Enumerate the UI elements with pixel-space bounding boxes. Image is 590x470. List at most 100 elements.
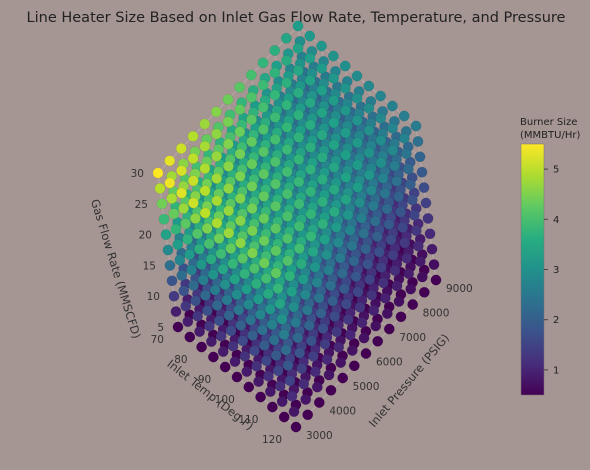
data-point xyxy=(405,283,417,295)
data-point xyxy=(304,52,316,64)
colorbar-tick-label: 5 xyxy=(553,165,559,176)
data-point xyxy=(257,79,269,91)
z-tick-label: 5 xyxy=(157,322,164,334)
data-point xyxy=(284,375,296,387)
data-point xyxy=(276,313,288,325)
data-point xyxy=(270,200,281,212)
data-point xyxy=(365,184,377,196)
data-point xyxy=(187,153,199,164)
data-point xyxy=(175,143,187,154)
data-point xyxy=(331,326,343,338)
data-point xyxy=(280,32,292,44)
data-point xyxy=(258,235,270,247)
data-point xyxy=(328,161,340,173)
data-point xyxy=(281,144,293,155)
data-point xyxy=(274,380,286,392)
data-point xyxy=(328,206,340,218)
data-point xyxy=(352,181,364,193)
data-point xyxy=(154,182,166,194)
data-point xyxy=(404,178,416,190)
data-point xyxy=(381,308,393,319)
data-point xyxy=(327,50,339,62)
data-point xyxy=(309,366,321,378)
data-point xyxy=(272,282,284,294)
data-point xyxy=(187,130,199,142)
data-point xyxy=(241,366,253,377)
data-point xyxy=(178,202,190,214)
data-point xyxy=(176,269,188,281)
data-point xyxy=(235,215,246,227)
data-point xyxy=(199,163,211,174)
data-point xyxy=(293,220,305,232)
data-point xyxy=(180,218,192,230)
data-point xyxy=(231,289,243,300)
data-point xyxy=(281,77,292,89)
data-point xyxy=(195,259,207,270)
data-point xyxy=(375,90,386,102)
data-point xyxy=(199,118,211,130)
data-point xyxy=(223,205,235,217)
data-point xyxy=(335,357,347,368)
data-point xyxy=(366,289,378,301)
data-point xyxy=(337,372,349,384)
data-point xyxy=(246,91,257,103)
data-point xyxy=(264,303,276,315)
data-point xyxy=(397,222,409,233)
data-point xyxy=(407,299,419,310)
data-point xyxy=(211,173,223,184)
data-point xyxy=(344,224,356,236)
data-point xyxy=(292,332,304,344)
data-point xyxy=(391,280,403,292)
data-point xyxy=(201,305,213,317)
data-point xyxy=(282,359,294,371)
data-point xyxy=(166,192,178,204)
data-point xyxy=(393,191,405,203)
data-point xyxy=(257,124,269,135)
data-point xyxy=(363,102,375,114)
data-point xyxy=(229,273,241,285)
data-point xyxy=(258,213,270,224)
data-point xyxy=(269,156,281,168)
data-point xyxy=(164,259,176,271)
data-point xyxy=(166,275,178,287)
colorbar-title-line1: Burner Size xyxy=(520,117,577,128)
data-point xyxy=(225,242,237,254)
data-point xyxy=(311,276,323,288)
data-point xyxy=(262,288,274,300)
data-point xyxy=(269,67,281,79)
data-point xyxy=(223,183,234,194)
data-point xyxy=(266,401,278,413)
data-point xyxy=(266,319,278,330)
data-point xyxy=(288,301,300,313)
data-point xyxy=(372,335,384,347)
data-point xyxy=(199,289,211,301)
data-point xyxy=(328,184,340,195)
data-point xyxy=(351,92,363,104)
data-point xyxy=(305,186,317,198)
data-point xyxy=(158,213,170,225)
data-point xyxy=(412,135,424,147)
data-point xyxy=(258,190,270,202)
data-point xyxy=(246,158,258,170)
data-point xyxy=(219,279,231,290)
data-point xyxy=(360,243,372,255)
data-point xyxy=(269,134,281,145)
data-point xyxy=(209,284,221,296)
data-point xyxy=(229,356,241,367)
data-point xyxy=(274,298,286,310)
data-point xyxy=(346,240,358,252)
data-point xyxy=(381,203,393,215)
z-tick-label: 20 xyxy=(139,230,152,242)
data-points xyxy=(152,20,442,433)
data-point xyxy=(227,340,239,352)
data-point xyxy=(203,238,215,250)
data-point xyxy=(201,222,213,234)
data-point xyxy=(363,125,375,136)
data-point xyxy=(416,271,428,283)
data-point xyxy=(350,271,362,282)
data-point xyxy=(305,141,316,153)
data-point xyxy=(258,146,269,158)
data-point xyxy=(340,194,352,205)
data-point xyxy=(281,166,293,178)
